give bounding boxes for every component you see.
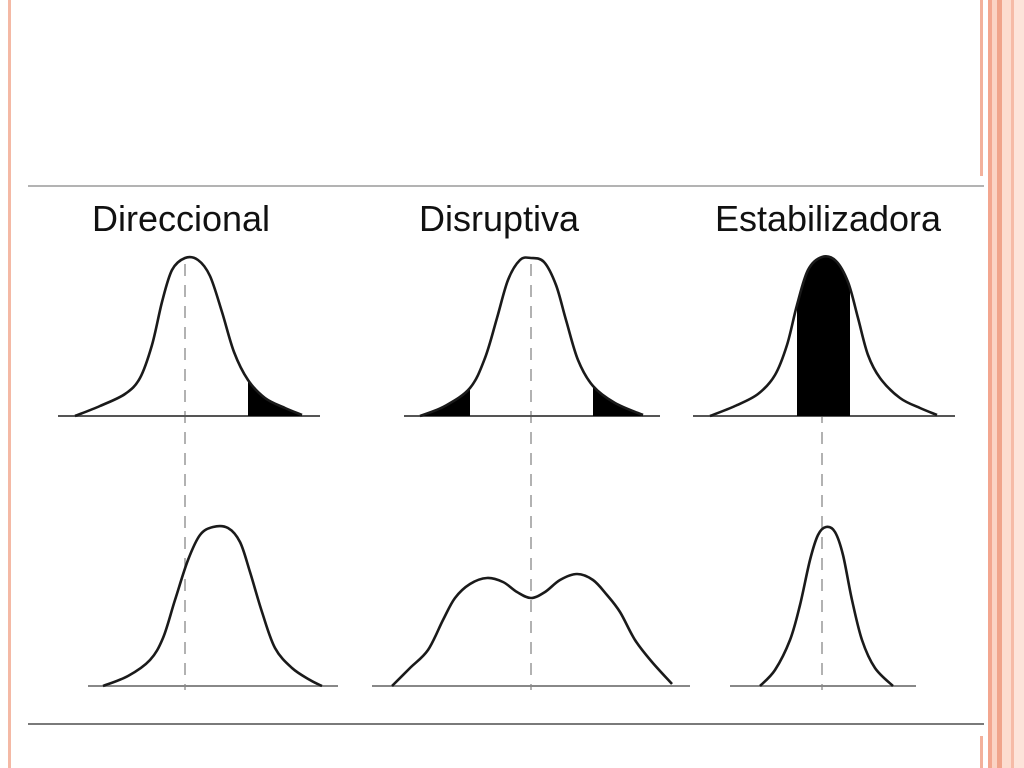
- direccional-after-curve: [102, 524, 323, 688]
- direccional-before-curve: [74, 255, 303, 418]
- direccional-title: Direccional: [91, 198, 271, 239]
- estabilizadora-after-curve: [759, 525, 894, 687]
- panel-estabilizadora: [693, 255, 955, 690]
- panel-disruptiva: [372, 256, 690, 690]
- right-frame-band: [985, 0, 1024, 768]
- right-frame-line-top: [980, 0, 983, 176]
- disruptiva-selected-area-left: [420, 388, 470, 416]
- disruptiva-before-curve: [419, 256, 644, 418]
- estabilizadora-before-curve: [709, 255, 938, 418]
- disruptiva-selected-area-right: [593, 386, 643, 416]
- disruptiva-after-curve: [391, 572, 673, 687]
- estabilizadora-selected-area: [797, 256, 850, 416]
- panel-direccional: [58, 255, 338, 690]
- left-frame-line: [8, 0, 11, 768]
- right-frame-line-bottom: [980, 736, 983, 768]
- estabilizadora-title: Estabilizadora: [714, 198, 942, 239]
- direccional-selected-area: [248, 380, 302, 416]
- disruptiva-title: Disruptiva: [418, 198, 580, 239]
